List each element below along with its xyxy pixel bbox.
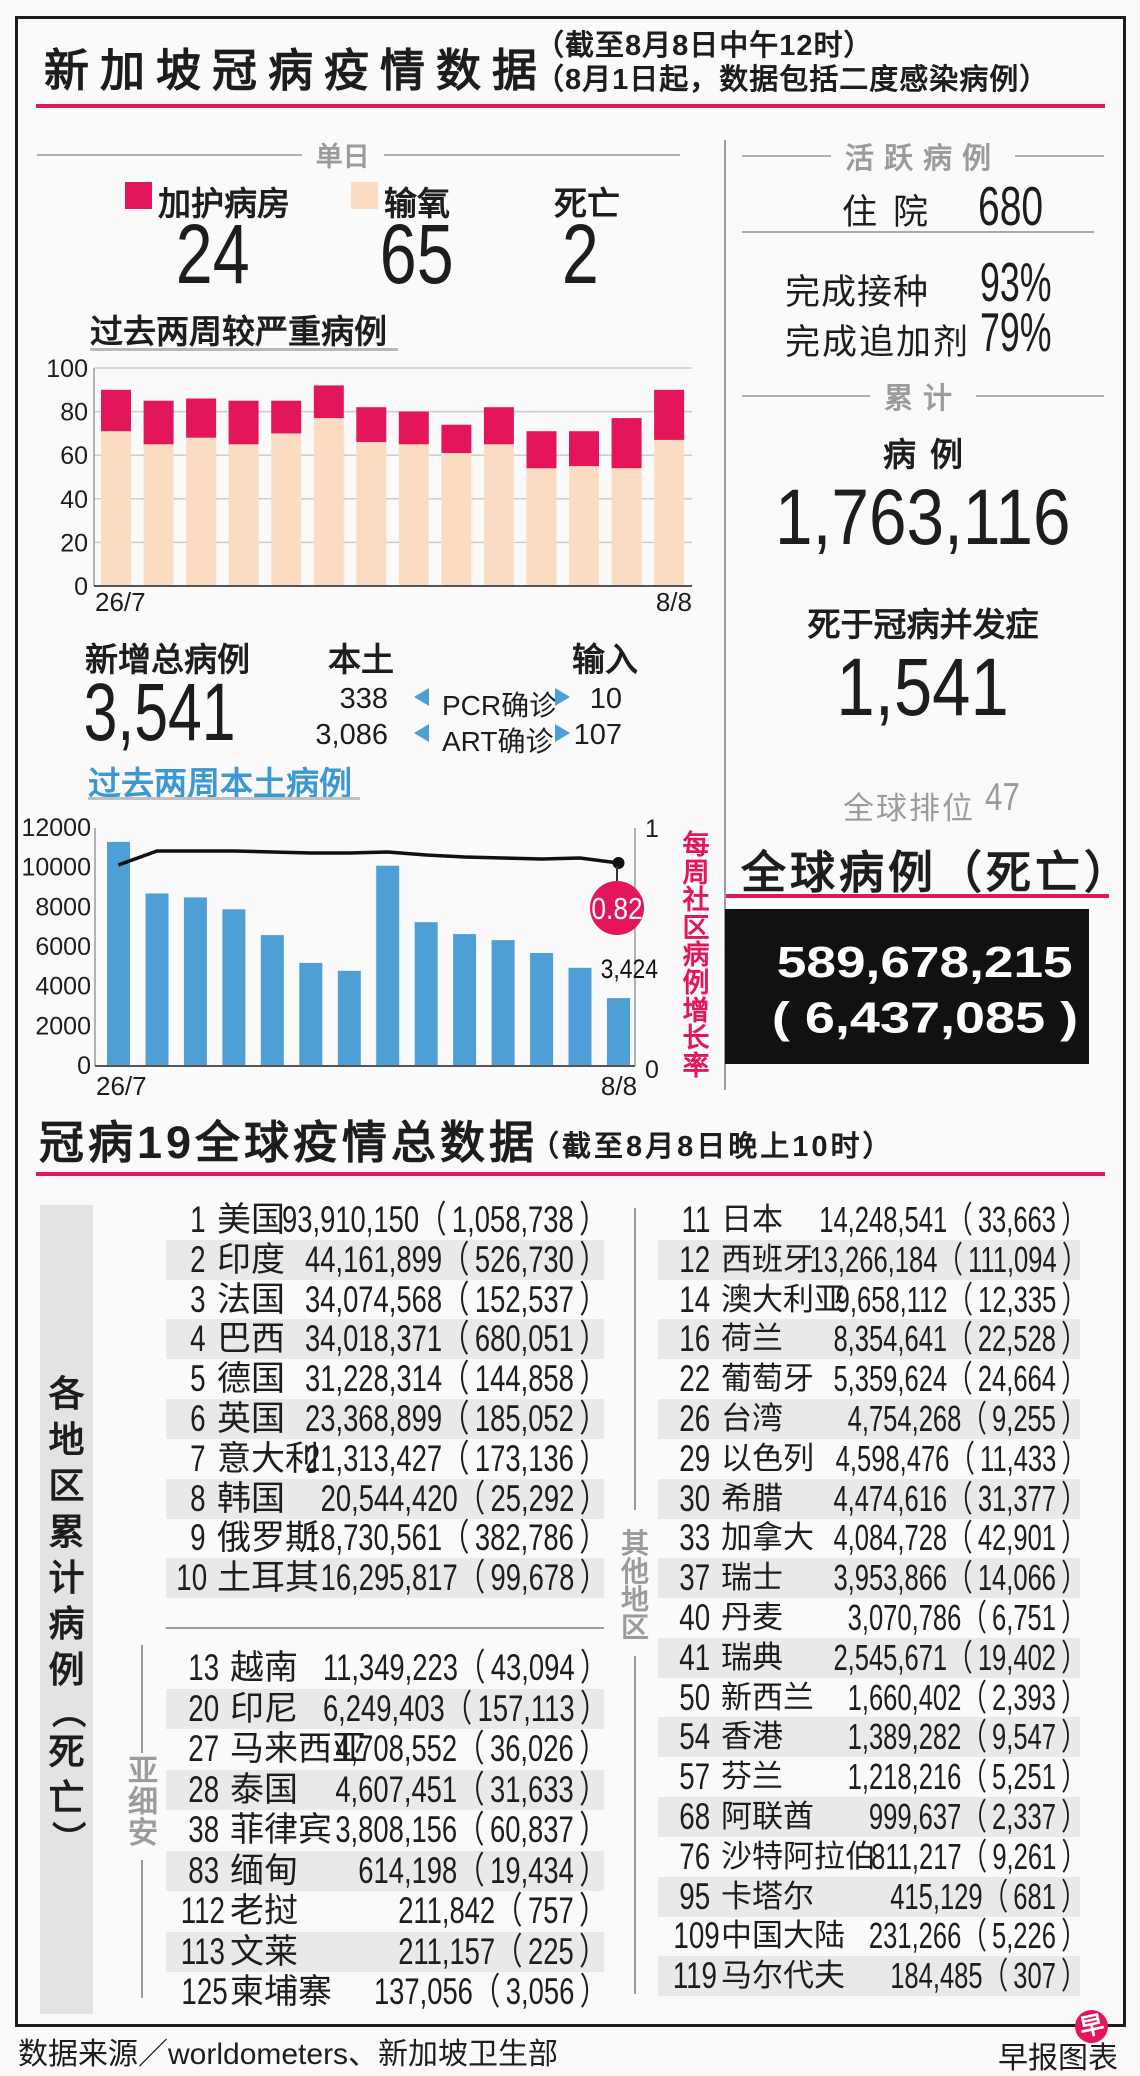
svg-text:0: 0 bbox=[74, 573, 88, 601]
svg-text:26/7: 26/7 bbox=[95, 587, 146, 617]
svg-text:8/8: 8/8 bbox=[656, 587, 692, 617]
svg-text:0: 0 bbox=[77, 1052, 91, 1080]
svg-text:100: 100 bbox=[46, 355, 88, 383]
svg-text:3,424: 3,424 bbox=[601, 954, 658, 984]
svg-text:60: 60 bbox=[60, 442, 88, 470]
svg-text:8/8: 8/8 bbox=[601, 1071, 637, 1101]
svg-text:4000: 4000 bbox=[35, 973, 91, 1001]
svg-text:0: 0 bbox=[645, 1056, 659, 1084]
svg-text:0.82: 0.82 bbox=[591, 892, 642, 926]
svg-text:2000: 2000 bbox=[35, 1012, 91, 1040]
svg-text:12000: 12000 bbox=[21, 815, 91, 842]
svg-text:8000: 8000 bbox=[35, 893, 91, 921]
svg-text:1: 1 bbox=[645, 815, 659, 843]
svg-text:6000: 6000 bbox=[35, 933, 91, 961]
svg-text:10000: 10000 bbox=[21, 854, 91, 882]
svg-text:26/7: 26/7 bbox=[96, 1071, 147, 1101]
svg-text:40: 40 bbox=[60, 486, 88, 514]
svg-text:80: 80 bbox=[60, 399, 88, 427]
svg-text:20: 20 bbox=[60, 529, 88, 557]
